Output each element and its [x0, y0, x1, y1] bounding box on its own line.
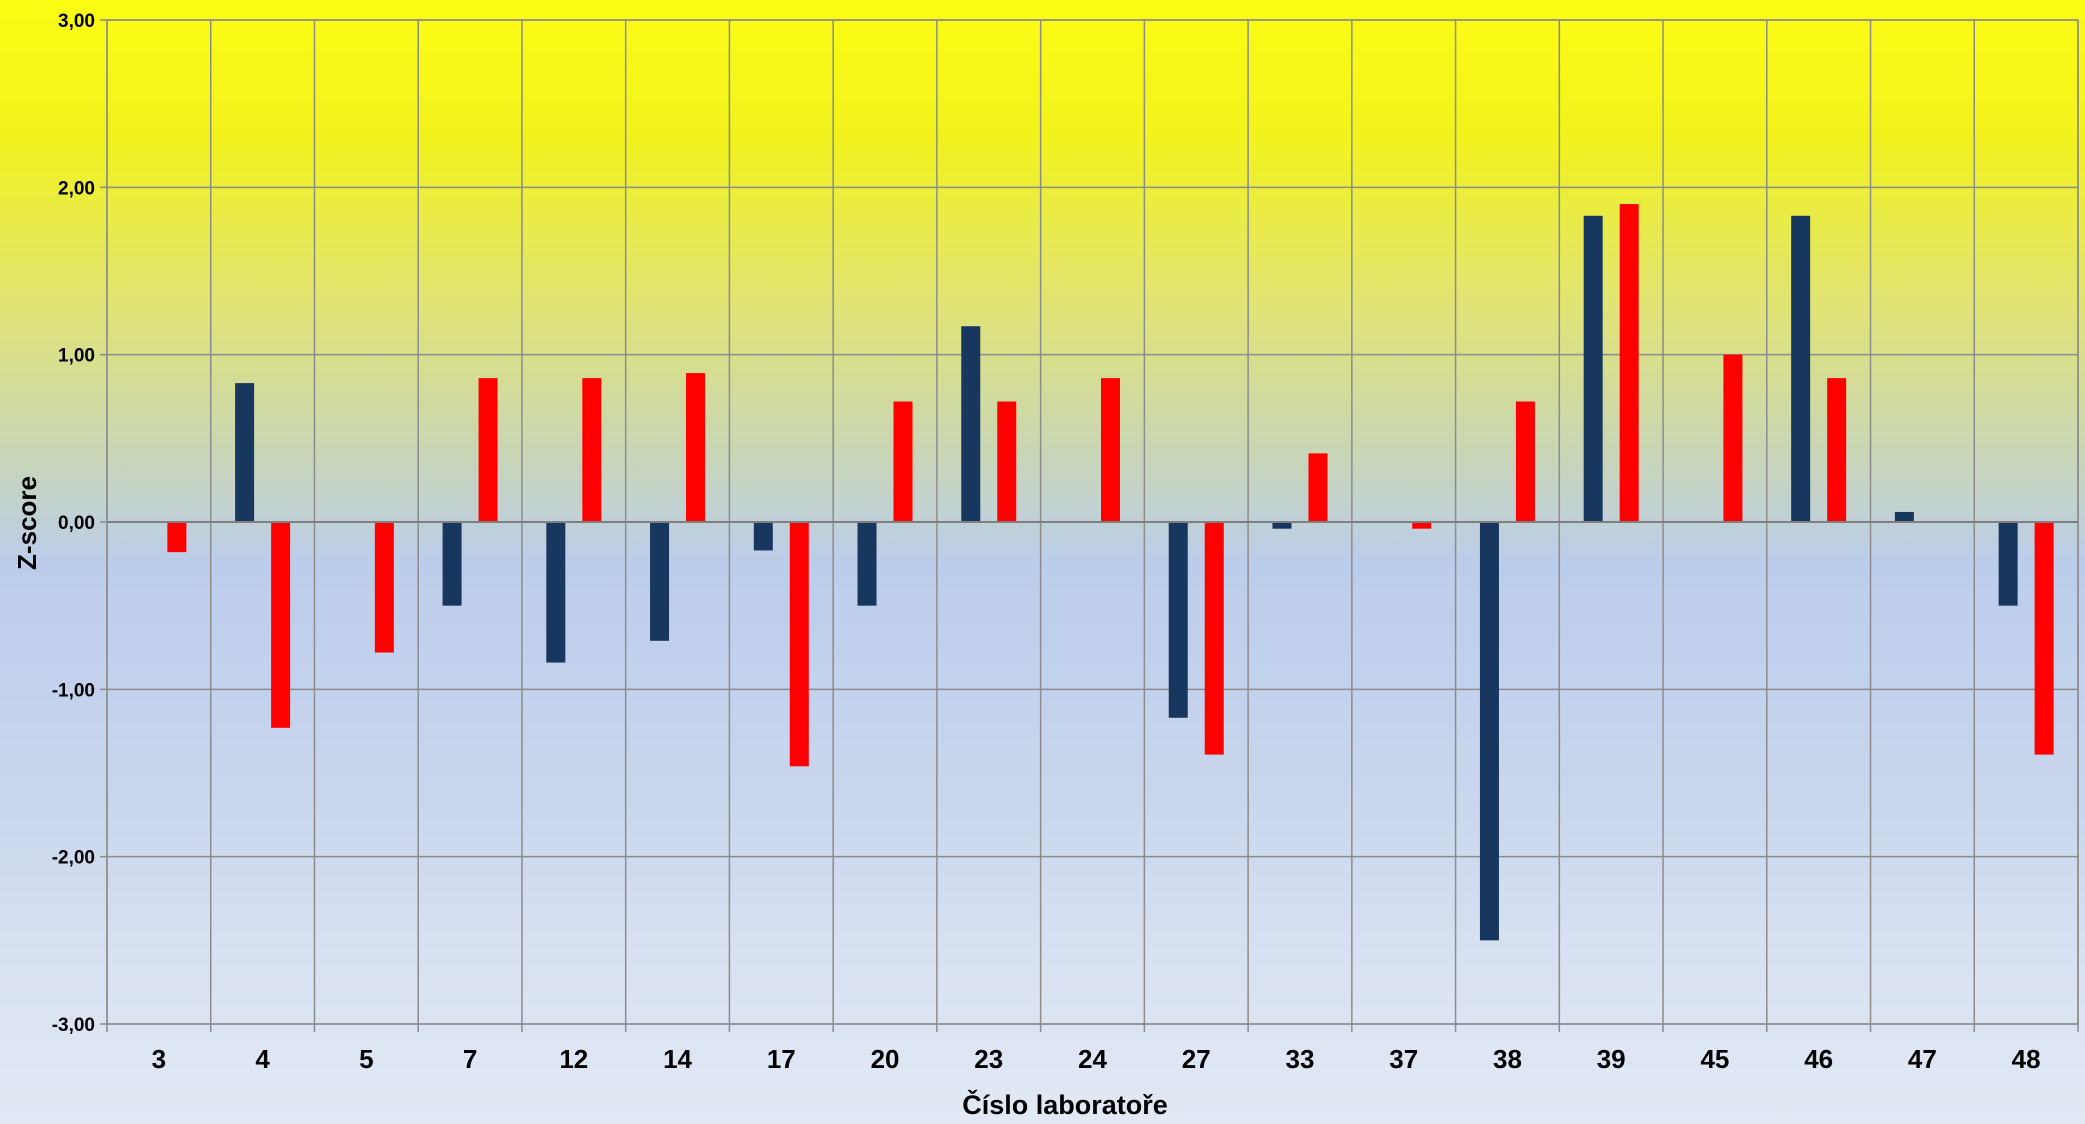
y-tick-label: -1,00 [52, 680, 95, 701]
bar-series-2 [686, 373, 706, 522]
bar-series-2 [1101, 378, 1120, 522]
bar-series-1 [1998, 522, 2018, 606]
bar-series-1 [1272, 522, 1292, 529]
bar-series-1 [546, 522, 566, 663]
x-tick-label: 38 [1493, 1044, 1522, 1074]
bar-series-1 [1479, 522, 1499, 941]
tick-labels: 3,002,001,000,00-1,00-2,00-3,003 4 5 7 12 14 1… [52, 11, 2041, 1074]
x-tick-label: 39 [1597, 1044, 1626, 1074]
x-tick-label: 37 [1389, 1044, 1418, 1074]
x-tick-label: 12 [559, 1044, 588, 1074]
axes [100, 19, 2079, 1025]
y-axis-title: Z-score [12, 476, 42, 570]
bar-series-2 [997, 401, 1017, 522]
x-tick-label: 7 [463, 1044, 477, 1074]
bar-series-1 [961, 326, 981, 522]
x-tick-label: 24 [1078, 1044, 1107, 1074]
bar-series-2 [893, 401, 913, 522]
bar-series-2 [374, 522, 394, 653]
bar-series-2 [789, 522, 809, 767]
bar-series-1 [1168, 522, 1188, 718]
x-tick-label: 14 [663, 1044, 692, 1074]
bar-series-2 [167, 522, 187, 553]
bar-series-2 [1412, 522, 1432, 529]
bars [167, 204, 2054, 941]
bar-series-2 [1827, 378, 1847, 522]
x-tick-label: 48 [2012, 1044, 2041, 1074]
bar-series-1 [1583, 215, 1603, 522]
x-tick-label: 3 [152, 1044, 166, 1074]
bar-series-2 [1308, 453, 1328, 522]
y-tick-label: -3,00 [52, 1015, 95, 1036]
bar-series-2 [1515, 401, 1535, 522]
y-tick-label: 1,00 [58, 346, 95, 367]
bar-series-2 [2034, 522, 2054, 755]
bar-series-2 [1723, 354, 1743, 522]
x-tick-label: 46 [1804, 1044, 1833, 1074]
bar-series-1 [442, 522, 462, 606]
bar-series-1 [857, 522, 877, 606]
grid [106, 19, 2079, 1032]
bar-series-1 [753, 522, 773, 551]
x-tick-label: 23 [974, 1044, 1003, 1074]
x-tick-label: 4 [255, 1044, 270, 1074]
bar-series-1 [650, 522, 670, 641]
x-tick-label: 5 [359, 1044, 373, 1074]
bar-series-1 [235, 383, 255, 522]
y-tick-label: 3,00 [58, 11, 95, 32]
y-tick-label: 0,00 [58, 513, 95, 534]
x-tick-label: 45 [1700, 1044, 1729, 1074]
x-tick-label: 47 [1908, 1044, 1937, 1074]
x-tick-label: 20 [871, 1044, 900, 1074]
bar-series-2 [582, 378, 602, 522]
bar-series-2 [1619, 204, 1639, 523]
x-axis-title: Číslo laboratoře [962, 1089, 1168, 1120]
y-tick-label: -2,00 [52, 848, 95, 869]
y-tick-label: 2,00 [58, 178, 95, 199]
bar-series-2 [1204, 522, 1224, 755]
bar-series-1 [1894, 511, 1914, 522]
x-tick-label: 27 [1182, 1044, 1211, 1074]
x-tick-label: 17 [767, 1044, 796, 1074]
bar-series-2 [478, 378, 498, 522]
x-tick-label: 33 [1286, 1044, 1315, 1074]
bar-series-1 [1791, 215, 1811, 522]
bar-series-2 [271, 522, 291, 728]
